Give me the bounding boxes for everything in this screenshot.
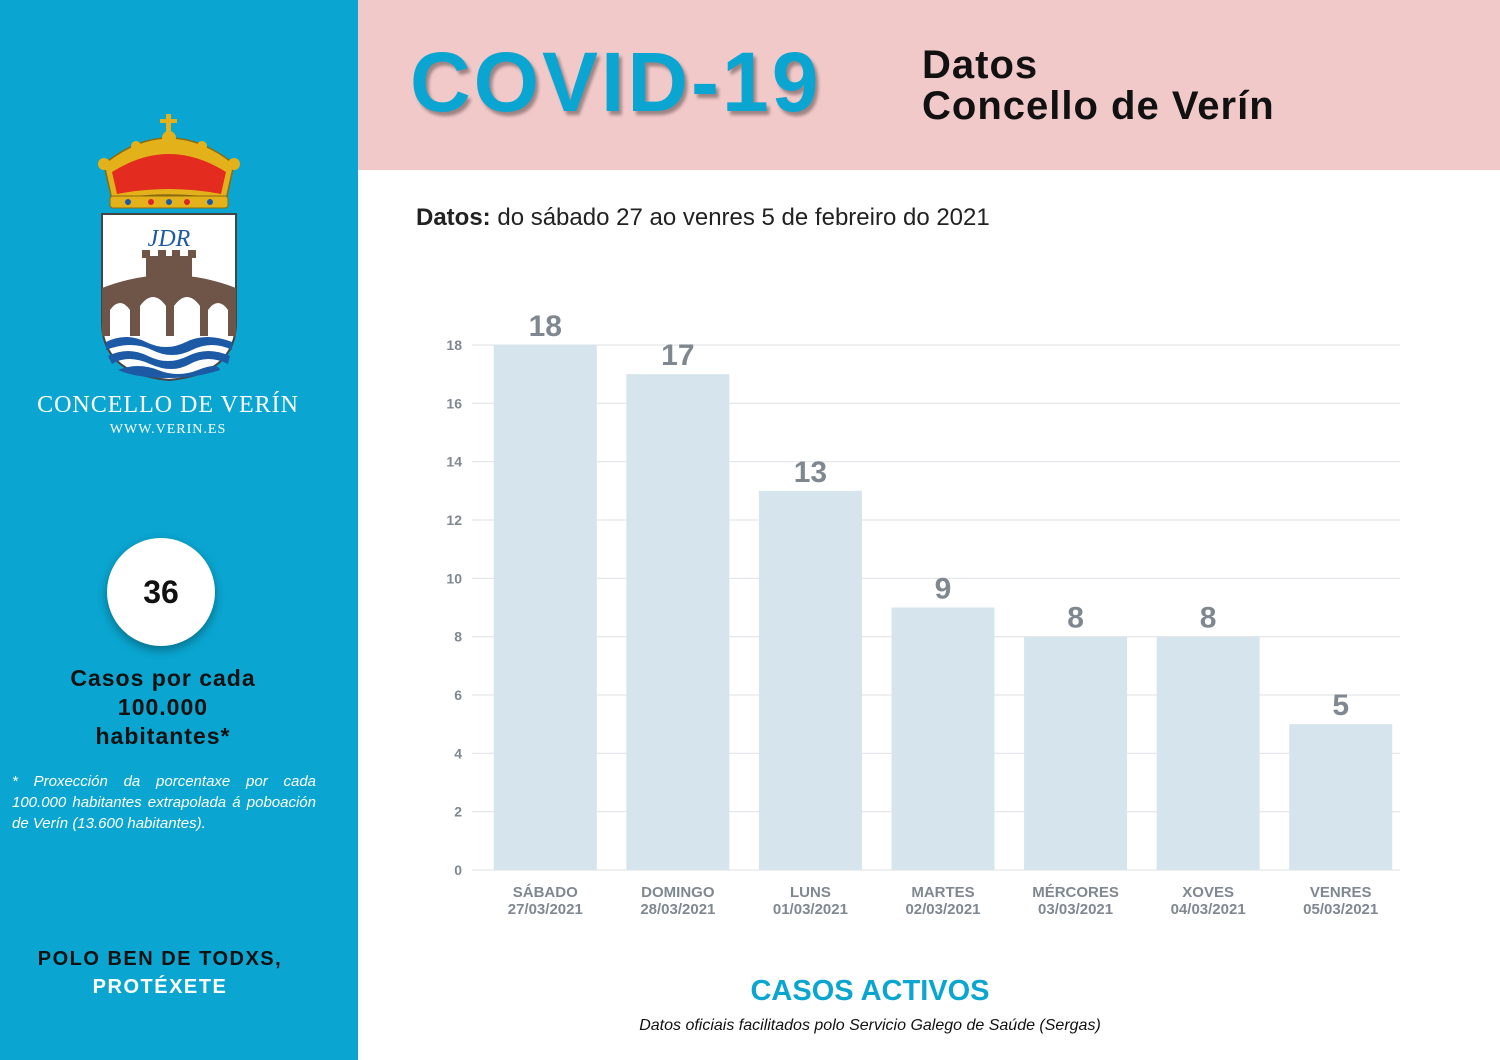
incidence-caption-line: 100.000 [117,694,209,720]
data-label: 13 [794,456,827,489]
bar [493,345,597,870]
bar [1289,724,1393,870]
y-tick-label: 12 [446,512,462,528]
subtitle-line-2: Concello de Verín [922,84,1275,128]
page-title: COVID-19 [410,35,822,129]
data-label: 8 [1067,602,1084,635]
chart-title: CASOS ACTIVOS [750,975,990,1007]
data-label: 17 [661,339,694,372]
y-tick-label: 10 [446,570,462,586]
page-subtitle: Datos Concello de Verín [922,45,1275,127]
x-tick-label: LUNS [790,884,831,901]
slogan-line-1: POLO BEN DE TODXS, [37,948,283,970]
data-label: 18 [529,310,562,343]
y-tick-label: 0 [454,862,462,878]
x-tick-label: SÁBADO [513,884,578,901]
x-tick-date: 01/03/2021 [773,901,848,918]
header-band: COVID-19 Datos Concello de Verín [358,0,1500,170]
incidence-rate-value: 36 [107,538,215,646]
bar [758,490,862,870]
y-tick-label: 8 [454,629,462,645]
x-tick-date: 28/03/2021 [640,901,715,918]
bar [626,374,730,870]
date-range-label: Datos: [416,204,491,231]
data-label: 9 [935,573,952,606]
incidence-caption-line: Casos por cada [70,665,256,691]
svg-text:JDR: JDR [148,226,191,252]
x-tick-label: MÉRCORES [1032,884,1119,901]
subtitle-line-1: Datos [922,43,1039,87]
organization-website: WWW.VERIN.ES [109,422,227,437]
x-tick-label: MARTES [911,884,974,901]
coat-of-arms-icon: JDR [98,114,240,382]
y-tick-label: 2 [454,804,462,820]
x-tick-date: 02/03/2021 [905,901,980,918]
x-tick-label: VENRES [1310,884,1372,901]
y-tick-label: 4 [454,745,462,761]
incidence-rate-caption: Casos por cada 100.000 habitantes* [30,664,296,751]
x-tick-label: XOVES [1182,884,1234,901]
bar [891,607,995,870]
incidence-footnote: * Proxección da porcentaxe por cada 100.… [12,773,316,832]
x-tick-label: DOMINGO [641,884,715,901]
data-label: 5 [1332,689,1349,722]
organization-name: CONCELLO DE VERÍN [37,392,299,418]
bar [1156,636,1260,870]
sidebar: JDR CONCELLO DE VERÍN WWW.VERIN.ES 36 Ca… [0,0,358,1060]
x-tick-date: 04/03/2021 [1171,901,1246,918]
y-tick-label: 14 [446,454,462,470]
date-range: Datos: do sábado 27 ao venres 5 de febre… [416,204,990,232]
y-tick-label: 6 [454,687,462,703]
bar [1024,636,1128,870]
slogan-line-2: PROTÉXETE [92,976,228,998]
y-tick-label: 16 [446,395,462,411]
data-source: Datos oficiais facilitados polo Servicio… [639,1017,1101,1034]
y-tick-label: 18 [446,337,462,353]
x-tick-date: 27/03/2021 [508,901,583,918]
data-label: 8 [1200,602,1217,635]
incidence-caption-line: habitantes* [95,723,231,749]
slogan: POLO BEN DE TODXS, PROTÉXETE [10,945,310,1001]
x-tick-date: 03/03/2021 [1038,901,1113,918]
date-range-text: do sábado 27 ao venres 5 de febreiro do … [497,204,990,231]
x-tick-date: 05/03/2021 [1303,901,1378,918]
